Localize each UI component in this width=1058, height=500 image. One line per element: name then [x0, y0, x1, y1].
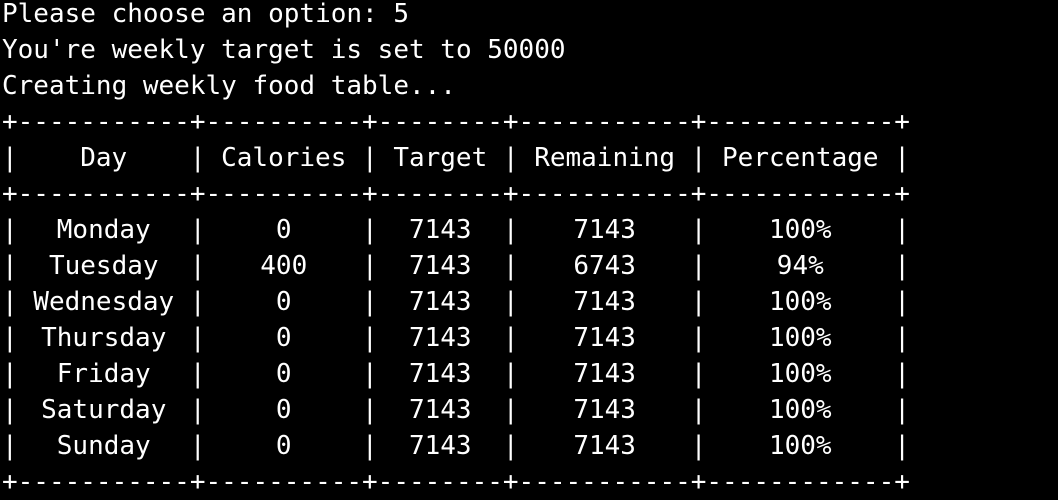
- cell-calories: 0: [275, 359, 292, 389]
- table-header-row: | Day | Calories | Target | Remaining | Percentag…: [2, 140, 1058, 176]
- cell-calories: 0: [275, 395, 292, 425]
- cell-day: Wednesday: [33, 287, 175, 317]
- cell-percentage: 100%: [768, 215, 832, 245]
- table-row: | Monday | 0 | 7143 | 7143 | 100% |: [2, 212, 1058, 248]
- cell-percentage: 100%: [768, 287, 832, 317]
- cell-target: 7143: [408, 431, 472, 461]
- cell-calories: 0: [275, 215, 292, 245]
- cell-percentage: 100%: [768, 431, 832, 461]
- cell-day: Thursday: [41, 323, 167, 353]
- table-bottom-border: +-----------+----------+--------+-------…: [2, 467, 910, 497]
- cell-target: 7143: [408, 395, 472, 425]
- header-percentage: Percentage: [722, 143, 879, 173]
- prompt-line: Please choose an option: 5: [2, 0, 409, 29]
- cell-day: Friday: [56, 359, 151, 389]
- cell-target: 7143: [408, 287, 472, 317]
- header-calories: Calories: [221, 143, 347, 173]
- cell-remaining: 7143: [573, 323, 636, 353]
- cell-remaining: 7143: [573, 395, 636, 425]
- cell-target: 7143: [408, 251, 472, 281]
- cell-calories: 0: [275, 323, 292, 353]
- cell-percentage: 100%: [768, 359, 832, 389]
- cell-calories: 400: [260, 251, 308, 281]
- cell-day: Tuesday: [48, 251, 159, 281]
- header-remaining: Remaining: [534, 143, 676, 173]
- cell-target: 7143: [408, 359, 472, 389]
- status-line: Creating weekly food table...: [2, 71, 456, 101]
- cell-remaining: 7143: [573, 431, 636, 461]
- table-row: | Wednesday | 0 | 7143 | 7143 | 100% |: [2, 284, 1058, 320]
- cell-remaining: 7143: [573, 287, 636, 317]
- cell-day: Saturday: [41, 395, 167, 425]
- cell-day: Sunday: [56, 431, 151, 461]
- cell-day: Monday: [56, 215, 151, 245]
- table-top-border: +-----------+----------+--------+-------…: [2, 107, 910, 137]
- cell-remaining: 7143: [573, 359, 636, 389]
- cell-percentage: 94%: [776, 251, 824, 281]
- cell-calories: 0: [275, 431, 292, 461]
- cell-remaining: 7143: [573, 215, 636, 245]
- table-row: | Tuesday | 400 | 7143 | 6743 | 94% |: [2, 248, 1058, 284]
- cell-percentage: 100%: [768, 395, 832, 425]
- header-day: Day: [80, 143, 128, 173]
- table-row: | Thursday | 0 | 7143 | 7143 | 100% |: [2, 320, 1058, 356]
- cell-target: 7143: [408, 323, 472, 353]
- table-row: | Saturday | 0 | 7143 | 7143 | 100% |: [2, 392, 1058, 428]
- header-target: Target: [393, 143, 488, 173]
- cell-calories: 0: [275, 287, 292, 317]
- cell-remaining: 6743: [573, 251, 636, 281]
- table-header-border: +-----------+----------+--------+-------…: [2, 179, 910, 209]
- table-row: | Sunday | 0 | 7143 | 7143 | 100% |: [2, 428, 1058, 464]
- table-row: | Friday | 0 | 7143 | 7143 | 100% |: [2, 356, 1058, 392]
- cell-percentage: 100%: [768, 323, 832, 353]
- cell-target: 7143: [408, 215, 472, 245]
- weekly-target-line: You're weekly target is set to 50000: [2, 35, 566, 65]
